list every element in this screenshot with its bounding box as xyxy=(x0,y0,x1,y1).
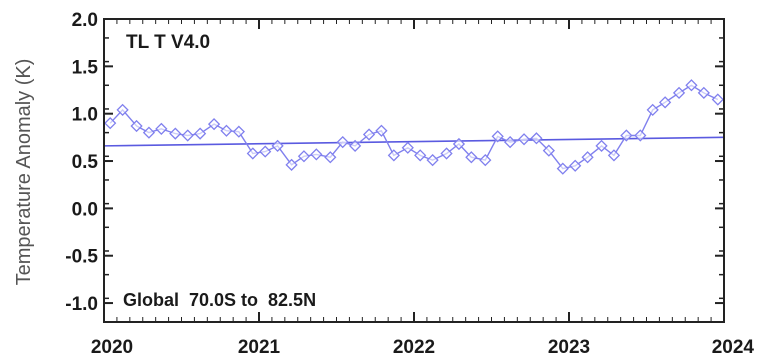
data-point-marker xyxy=(181,129,194,142)
data-point-marker xyxy=(142,126,156,139)
data-point-marker xyxy=(259,145,272,158)
data-point-marker xyxy=(336,135,349,149)
data-point-marker xyxy=(220,124,233,137)
data-point-marker xyxy=(426,153,439,167)
axis-tick-labels: 2.0 1.5 1.0 0.5 0.0 -0.5 -1.0 2020 2021 2022 2023 2… xyxy=(65,10,754,358)
data-point-marker xyxy=(414,149,427,162)
y-tick-label: 0.5 xyxy=(72,152,99,173)
data-point-marker xyxy=(517,133,531,146)
data-point-marker xyxy=(479,153,492,167)
data-point-marker xyxy=(130,119,143,133)
y-axis-title: Temperature Anomaly (K) xyxy=(13,59,35,286)
trend-layer xyxy=(103,136,725,147)
plot-content xyxy=(103,79,725,175)
y-tick-label: 1.5 xyxy=(72,57,99,78)
data-point-marker xyxy=(658,96,672,109)
data-point-marker xyxy=(711,93,724,106)
data-point-marker xyxy=(595,139,608,153)
x-tick-label: 2024 xyxy=(712,337,755,358)
data-point-marker xyxy=(440,147,453,160)
data-point-marker xyxy=(310,148,323,161)
y-tick-label: 0.0 xyxy=(72,199,98,220)
data-point-marker xyxy=(348,139,362,153)
data-point-marker xyxy=(530,132,543,145)
x-tick-label: 2020 xyxy=(91,337,133,358)
data-point-marker xyxy=(285,158,298,171)
y-axis-title-group: Temperature Anomaly (K) xyxy=(13,59,35,286)
data-point-marker xyxy=(503,135,517,149)
data-point-marker xyxy=(401,141,414,154)
data-point-marker xyxy=(387,149,400,162)
data-point-marker xyxy=(620,129,633,142)
data-point-marker xyxy=(246,147,259,160)
data-point-marker xyxy=(672,86,686,99)
data-point-marker xyxy=(634,129,647,142)
plot-frame xyxy=(103,18,725,323)
data-point-marker xyxy=(155,122,168,135)
data-point-marker xyxy=(362,128,376,141)
data-point-marker xyxy=(452,137,466,151)
data-point-marker xyxy=(465,151,478,164)
data-point-marker xyxy=(646,103,659,117)
data-point-marker xyxy=(542,144,555,157)
y-tick-label: 2.0 xyxy=(72,10,98,31)
data-point-marker xyxy=(569,159,582,172)
x-tick-label: 2022 xyxy=(393,337,435,358)
y-tick-label: 1.0 xyxy=(72,105,98,126)
data-point-marker xyxy=(556,162,569,175)
data-point-marker xyxy=(697,86,710,99)
trend-line xyxy=(103,136,725,147)
y-tick-label: -1.0 xyxy=(65,294,98,315)
data-point-marker xyxy=(297,150,311,163)
data-point-marker xyxy=(207,117,221,131)
data-point-marker xyxy=(169,127,182,140)
series-layer xyxy=(104,79,724,175)
data-point-marker xyxy=(271,139,284,153)
axis-ticks xyxy=(103,18,725,323)
x-tick-label: 2021 xyxy=(238,337,281,358)
data-point-marker xyxy=(491,130,504,143)
data-point-marker xyxy=(685,79,698,92)
data-point-marker xyxy=(324,151,337,164)
data-point-marker xyxy=(581,151,594,164)
data-point-marker xyxy=(116,103,129,117)
data-point-marker xyxy=(232,125,245,138)
data-point-marker xyxy=(104,117,117,130)
data-point-marker xyxy=(607,149,621,162)
chart-region-label: Global 70.0S to 82.5N xyxy=(123,290,316,310)
data-point-marker xyxy=(193,127,207,140)
series-line xyxy=(109,84,719,170)
chart-title: TL T V4.0 xyxy=(126,32,210,53)
data-point-marker xyxy=(375,124,388,137)
x-tick-label: 2023 xyxy=(548,337,590,358)
y-tick-label: -0.5 xyxy=(65,247,98,268)
